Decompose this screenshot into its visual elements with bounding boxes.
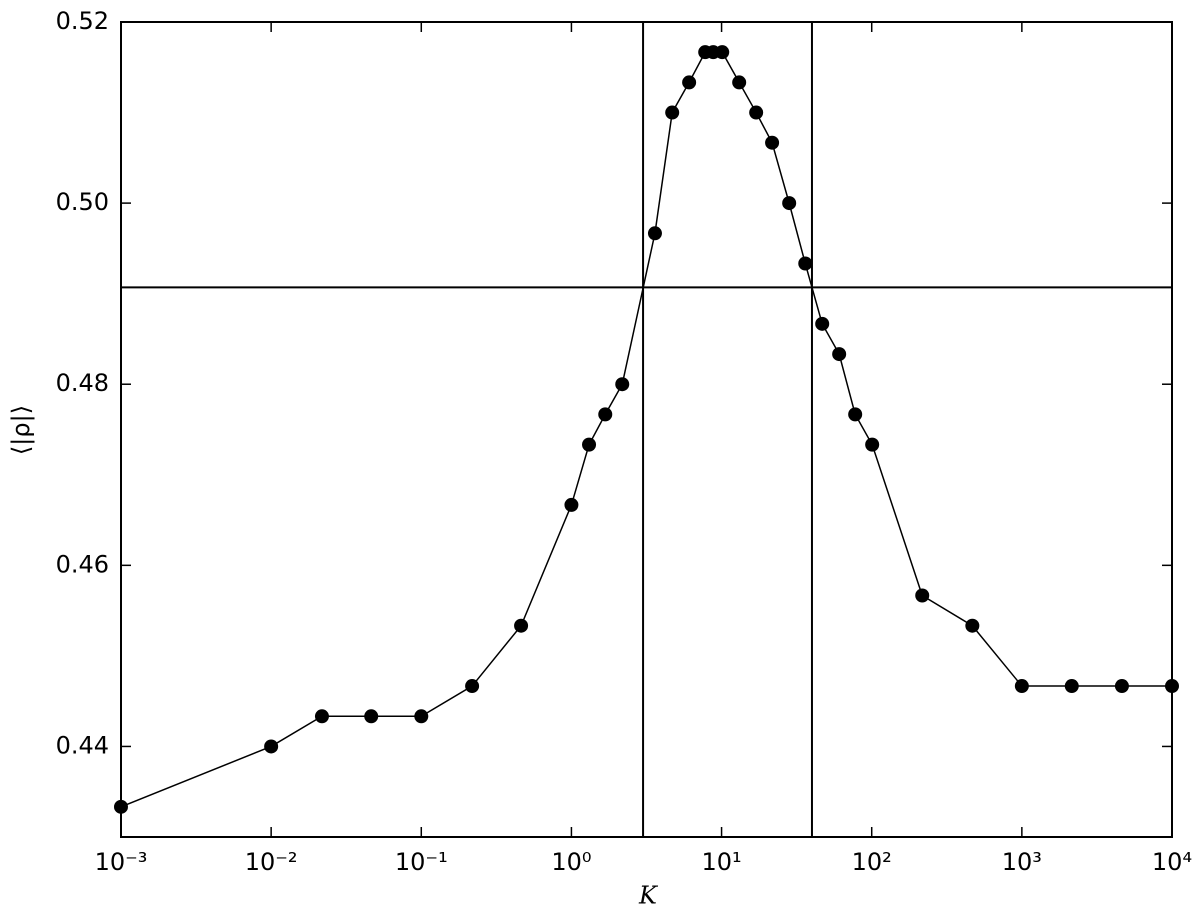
series-line bbox=[120, 51, 1172, 808]
y-tick-label: 0.46 bbox=[56, 550, 109, 578]
y-tick-label: 0.50 bbox=[56, 188, 109, 216]
x-tick-label: 10⁰ bbox=[551, 848, 591, 876]
x-tick-label: 10⁻² bbox=[245, 848, 298, 876]
data-point bbox=[414, 709, 429, 724]
x-tick-label: 10² bbox=[852, 848, 892, 876]
data-point bbox=[647, 226, 662, 241]
data-point bbox=[965, 618, 980, 633]
data-point bbox=[832, 347, 847, 362]
data-point bbox=[564, 497, 579, 512]
data-point bbox=[264, 739, 279, 754]
plot-frame bbox=[120, 21, 1173, 838]
data-point bbox=[848, 407, 863, 422]
x-tick-label: 10³ bbox=[1002, 848, 1042, 876]
x-tick-label: 10⁴ bbox=[1152, 848, 1192, 876]
y-tick-label: 0.44 bbox=[56, 731, 109, 759]
data-point bbox=[765, 135, 780, 150]
y-tick-label: 0.52 bbox=[56, 7, 109, 35]
data-point bbox=[1165, 679, 1179, 694]
y-axis-label: ⟨|ρ|⟩ bbox=[7, 405, 35, 455]
data-point bbox=[865, 437, 880, 452]
data-point bbox=[915, 588, 930, 603]
data-point bbox=[465, 679, 480, 694]
data-point bbox=[665, 105, 680, 120]
data-point bbox=[114, 799, 128, 814]
data-point bbox=[1114, 679, 1129, 694]
data-point bbox=[1064, 679, 1079, 694]
data-point bbox=[598, 407, 613, 422]
data-point bbox=[682, 75, 697, 90]
x-axis-label: K bbox=[638, 882, 659, 910]
data-point bbox=[749, 105, 764, 120]
data-point bbox=[615, 377, 630, 392]
data-point bbox=[314, 709, 329, 724]
data-point bbox=[798, 256, 813, 271]
data-point bbox=[514, 618, 529, 633]
data-point bbox=[715, 45, 730, 60]
x-tick-label: 10⁻¹ bbox=[395, 848, 448, 876]
y-tick-label: 0.48 bbox=[56, 369, 109, 397]
data-point bbox=[782, 196, 797, 211]
data-point bbox=[1014, 679, 1029, 694]
data-point bbox=[815, 316, 830, 331]
data-point bbox=[732, 75, 747, 90]
x-tick-label: 10¹ bbox=[701, 848, 741, 876]
x-tick-label: 10⁻³ bbox=[95, 848, 148, 876]
data-point bbox=[582, 437, 597, 452]
data-point bbox=[364, 709, 379, 724]
